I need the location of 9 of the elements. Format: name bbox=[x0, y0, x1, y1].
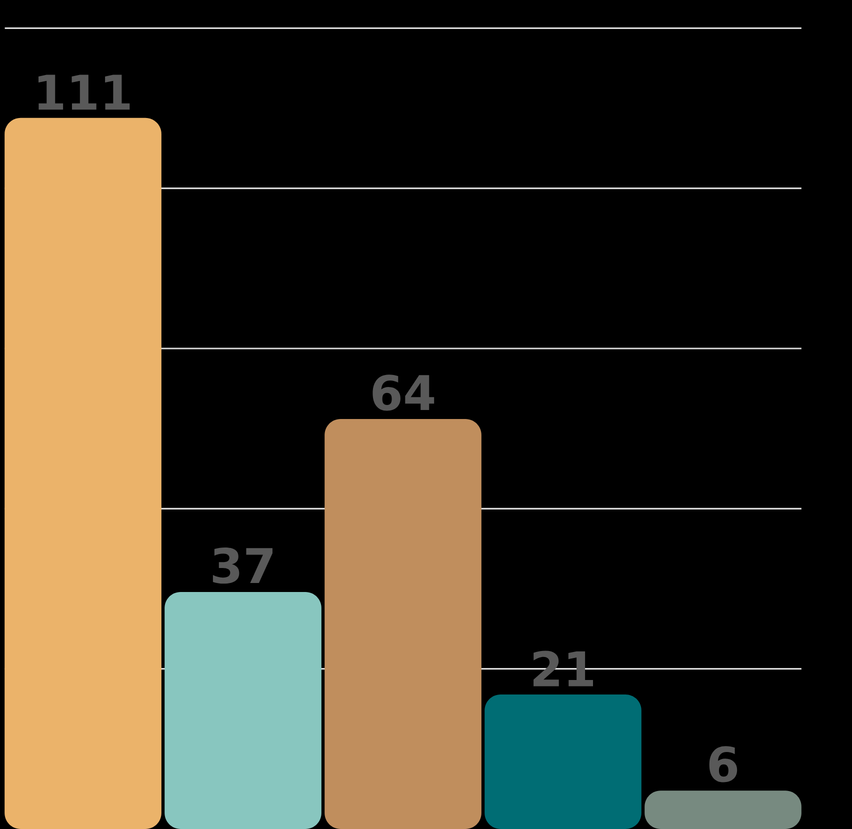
bar bbox=[4, 118, 162, 829]
bar bbox=[164, 592, 322, 829]
bar bbox=[644, 790, 802, 829]
bar bbox=[324, 418, 482, 829]
data-label: 111 bbox=[38, 74, 130, 110]
data-label: 37 bbox=[212, 548, 272, 584]
data-label: 64 bbox=[372, 374, 434, 411]
bar bbox=[484, 694, 642, 829]
data-label: 6 bbox=[709, 746, 738, 782]
